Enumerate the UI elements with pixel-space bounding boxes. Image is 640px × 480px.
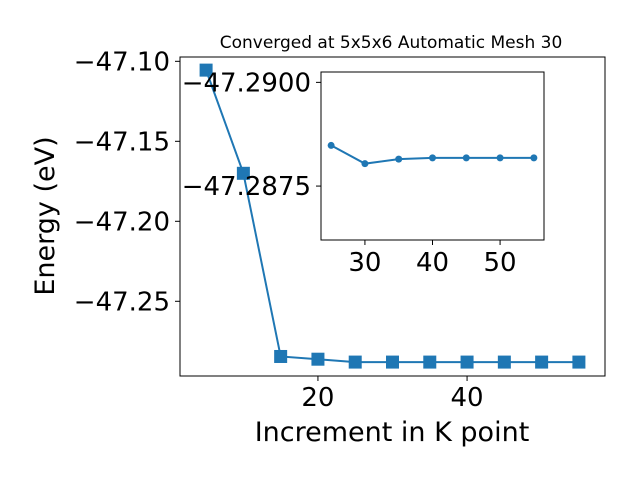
main-data-point — [572, 355, 586, 369]
inset-data-point — [395, 155, 403, 163]
main-data-point — [348, 355, 362, 369]
inset-data-point — [462, 154, 470, 162]
main-y-tick-label: −47.10 — [74, 47, 170, 77]
inset-x-tick-label: 40 — [416, 248, 449, 278]
inset-series — [327, 141, 538, 168]
inset-x-tick-label: 30 — [348, 248, 381, 278]
inset-x-tick-label: 50 — [484, 248, 517, 278]
inset-y-tick-label: −47.2875 — [182, 172, 311, 202]
main-series — [199, 63, 586, 369]
y-axis-label: Energy (eV) — [30, 136, 61, 295]
main-data-point — [535, 355, 549, 369]
x-axis-label: Increment in K point — [255, 417, 530, 448]
main-data-point — [497, 355, 511, 369]
main-y-tick-label: −47.15 — [74, 127, 170, 157]
main-y-tick-label: −47.25 — [74, 287, 170, 317]
main-data-point — [199, 63, 213, 77]
inset-ticks: 30 40 50 −47.2900 −47.2875 — [182, 68, 517, 278]
main-x-tick-label: 20 — [301, 383, 334, 413]
inset-plot: 30 40 50 −47.2900 −47.2875 — [182, 68, 545, 278]
main-data-point — [386, 355, 399, 369]
inset-data-point — [327, 141, 335, 149]
inset-data-point — [429, 154, 436, 162]
main-y-tick-label: −47.20 — [74, 207, 170, 237]
inset-data-point — [361, 160, 369, 168]
main-data-point — [460, 355, 474, 369]
inset-data-point — [530, 154, 538, 162]
main-data-point — [236, 166, 250, 180]
inset-data-point — [496, 154, 504, 162]
main-x-tick-label: 40 — [451, 383, 484, 413]
chart-title: Converged at 5x5x6 Automatic Mesh 30 — [220, 33, 563, 53]
main-data-point — [274, 349, 288, 363]
main-data-point — [423, 355, 437, 369]
inset-y-tick-label: −47.2900 — [182, 68, 311, 98]
main-data-point — [311, 352, 325, 366]
main-ticks: 20 40 −47.10 −47.15 −47.20 −47.25 — [74, 47, 484, 413]
